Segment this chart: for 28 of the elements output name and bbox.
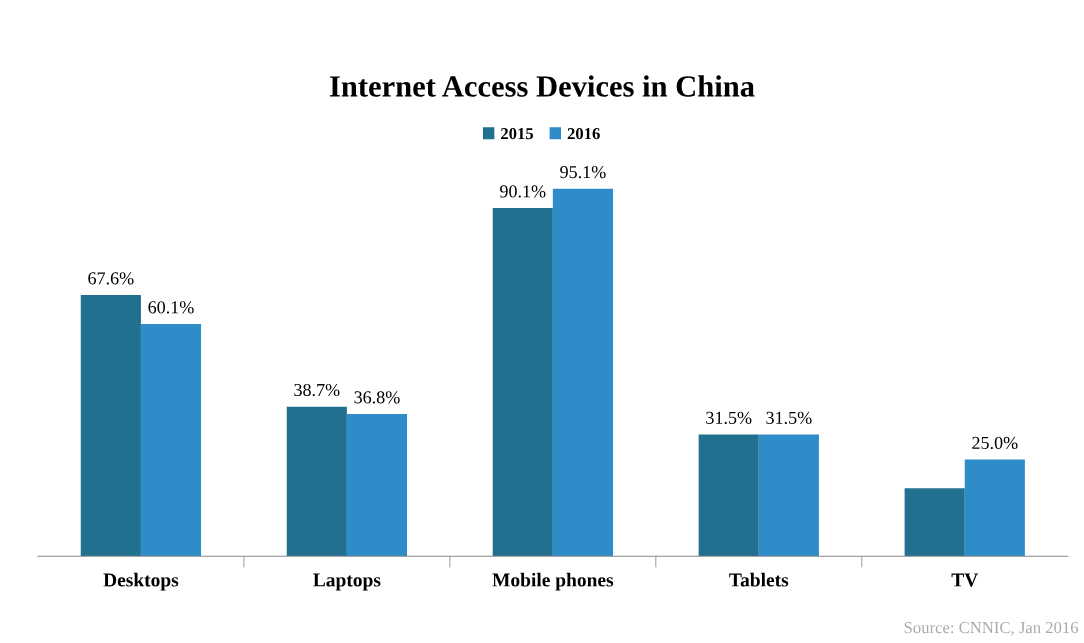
bar	[758, 434, 819, 557]
data-label: 95.1%	[560, 165, 606, 179]
bar	[964, 459, 1025, 557]
bar	[904, 488, 965, 557]
x-tick-label: TV	[951, 573, 979, 587]
data-label: 31.5%	[766, 411, 812, 424]
bar	[492, 208, 553, 557]
legend-label: 2015	[501, 128, 534, 140]
bar	[140, 323, 202, 557]
x-tick-label: Mobile phones	[492, 572, 614, 591]
bar	[698, 434, 759, 557]
bar	[552, 188, 613, 557]
bar	[346, 414, 408, 557]
bar	[286, 406, 347, 557]
chart-title: Internet Access Devices in China	[330, 75, 755, 97]
source-note: Source: CNNIC, Jan 2016	[904, 621, 1079, 636]
legend-label: 2016	[567, 128, 600, 140]
data-label: 67.6%	[88, 272, 134, 285]
x-tick-label: Laptops	[313, 573, 381, 591]
data-label: 36.8%	[354, 391, 400, 404]
data-label: 31.5%	[706, 411, 752, 424]
data-label: 90.1%	[500, 185, 546, 198]
x-tick-label: Tablets	[729, 572, 789, 587]
data-label: 25.0%	[972, 436, 1018, 450]
data-label: 38.7%	[294, 383, 340, 397]
x-tick-label: Desktops	[103, 572, 179, 591]
data-label: 60.1%	[148, 301, 194, 314]
bar	[80, 295, 141, 557]
